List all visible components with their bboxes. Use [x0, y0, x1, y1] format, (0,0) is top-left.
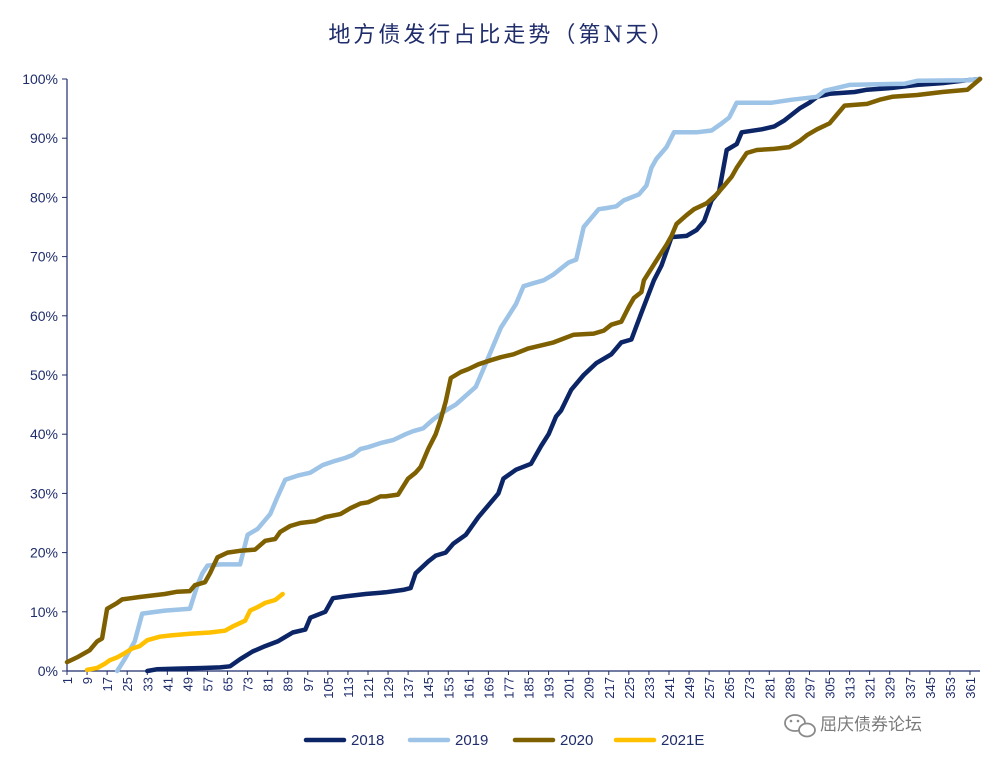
y-tick-label: 20%: [30, 545, 58, 561]
x-tick-label: 297: [802, 677, 817, 699]
legend-label-2020: 2020: [560, 732, 593, 749]
x-tick-label: 1: [60, 677, 75, 684]
series-line-2019: [114, 76, 983, 674]
x-tick-label: 121: [361, 677, 376, 699]
x-tick-label: 57: [200, 677, 215, 691]
x-tick-label: 185: [522, 677, 537, 699]
y-tick-label: 10%: [30, 604, 58, 620]
wechat-icon: [784, 714, 816, 738]
legend-label-2018: 2018: [351, 732, 384, 749]
x-tick-label: 153: [441, 677, 456, 699]
x-tick-label: 137: [401, 677, 416, 699]
x-tick-label: 289: [782, 677, 797, 699]
x-tick-label: 225: [622, 677, 637, 699]
x-tick-label: 73: [241, 677, 256, 691]
x-tick-label: 345: [923, 677, 938, 699]
x-tick-label: 329: [883, 677, 898, 699]
x-tick-label: 249: [682, 677, 697, 699]
x-tick-label: 81: [261, 677, 276, 691]
x-tick-label: 209: [582, 677, 597, 699]
x-tick-label: 305: [823, 677, 838, 699]
y-tick-label: 70%: [30, 249, 58, 265]
x-tick-label: 361: [963, 677, 978, 699]
x-tick-label: 313: [843, 677, 858, 699]
watermark-text: 屈庆债券论坛: [820, 715, 922, 735]
x-axis-ticks: 1 9 17 25 33 41 49 57 65 73 81 89 97 105 113 121 129 137 1…: [60, 671, 978, 699]
x-tick-label: 257: [702, 677, 717, 699]
series-line-2021E: [84, 591, 285, 673]
x-tick-label: 177: [501, 677, 516, 699]
x-tick-label: 25: [120, 677, 135, 691]
x-tick-label: 169: [481, 677, 496, 699]
x-tick-label: 9: [80, 677, 95, 684]
x-tick-label: 145: [421, 677, 436, 699]
x-tick-label: 97: [301, 677, 316, 691]
y-tick-label: 0%: [38, 663, 58, 679]
x-tick-label: 241: [662, 677, 677, 699]
x-tick-label: 129: [381, 677, 396, 699]
legend-label-2021E: 2021E: [661, 732, 704, 749]
legend-label-2019: 2019: [455, 732, 488, 749]
y-axis-ticks: 0% 10% 20% 30% 40% 50% 60% 70% 80% 90% 100%: [22, 71, 67, 679]
x-tick-label: 49: [180, 677, 195, 691]
x-tick-label: 321: [863, 677, 878, 699]
y-tick-label: 90%: [30, 130, 58, 146]
series-line-2018: [145, 76, 983, 674]
x-tick-label: 233: [642, 677, 657, 699]
x-tick-label: 201: [562, 677, 577, 699]
y-tick-label: 30%: [30, 485, 58, 501]
series-line-2020: [64, 76, 983, 665]
y-tick-label: 60%: [30, 308, 58, 324]
series-lines: [64, 76, 983, 674]
x-tick-label: 17: [100, 677, 115, 691]
x-tick-label: 41: [160, 677, 175, 691]
x-tick-label: 113: [341, 677, 356, 698]
y-tick-label: 100%: [22, 71, 58, 87]
x-tick-label: 273: [742, 677, 757, 699]
x-tick-label: 337: [903, 677, 918, 699]
x-tick-label: 65: [221, 677, 236, 691]
x-tick-label: 105: [321, 677, 336, 699]
x-tick-label: 281: [762, 677, 777, 699]
legend: 2018 2019 2020 2021E: [303, 732, 704, 749]
x-tick-label: 89: [281, 677, 296, 691]
chart-title: 地方债发行占比走势（第N天）: [328, 23, 675, 48]
x-tick-label: 265: [722, 677, 737, 699]
x-tick-label: 193: [542, 677, 557, 699]
x-tick-label: 353: [943, 677, 958, 699]
x-tick-label: 33: [140, 677, 155, 691]
y-tick-label: 80%: [30, 189, 58, 205]
x-tick-label: 217: [602, 677, 617, 699]
x-tick-label: 161: [461, 677, 476, 699]
y-tick-label: 40%: [30, 426, 58, 442]
watermark: 屈庆债券论坛: [784, 714, 922, 738]
y-tick-label: 50%: [30, 367, 58, 383]
